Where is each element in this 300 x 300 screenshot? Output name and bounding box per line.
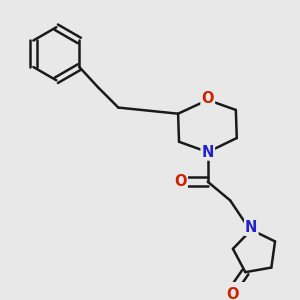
Text: N: N	[202, 145, 214, 160]
Text: N: N	[245, 220, 257, 235]
Text: O: O	[226, 286, 239, 300]
Text: O: O	[174, 174, 187, 189]
Text: O: O	[202, 91, 214, 106]
